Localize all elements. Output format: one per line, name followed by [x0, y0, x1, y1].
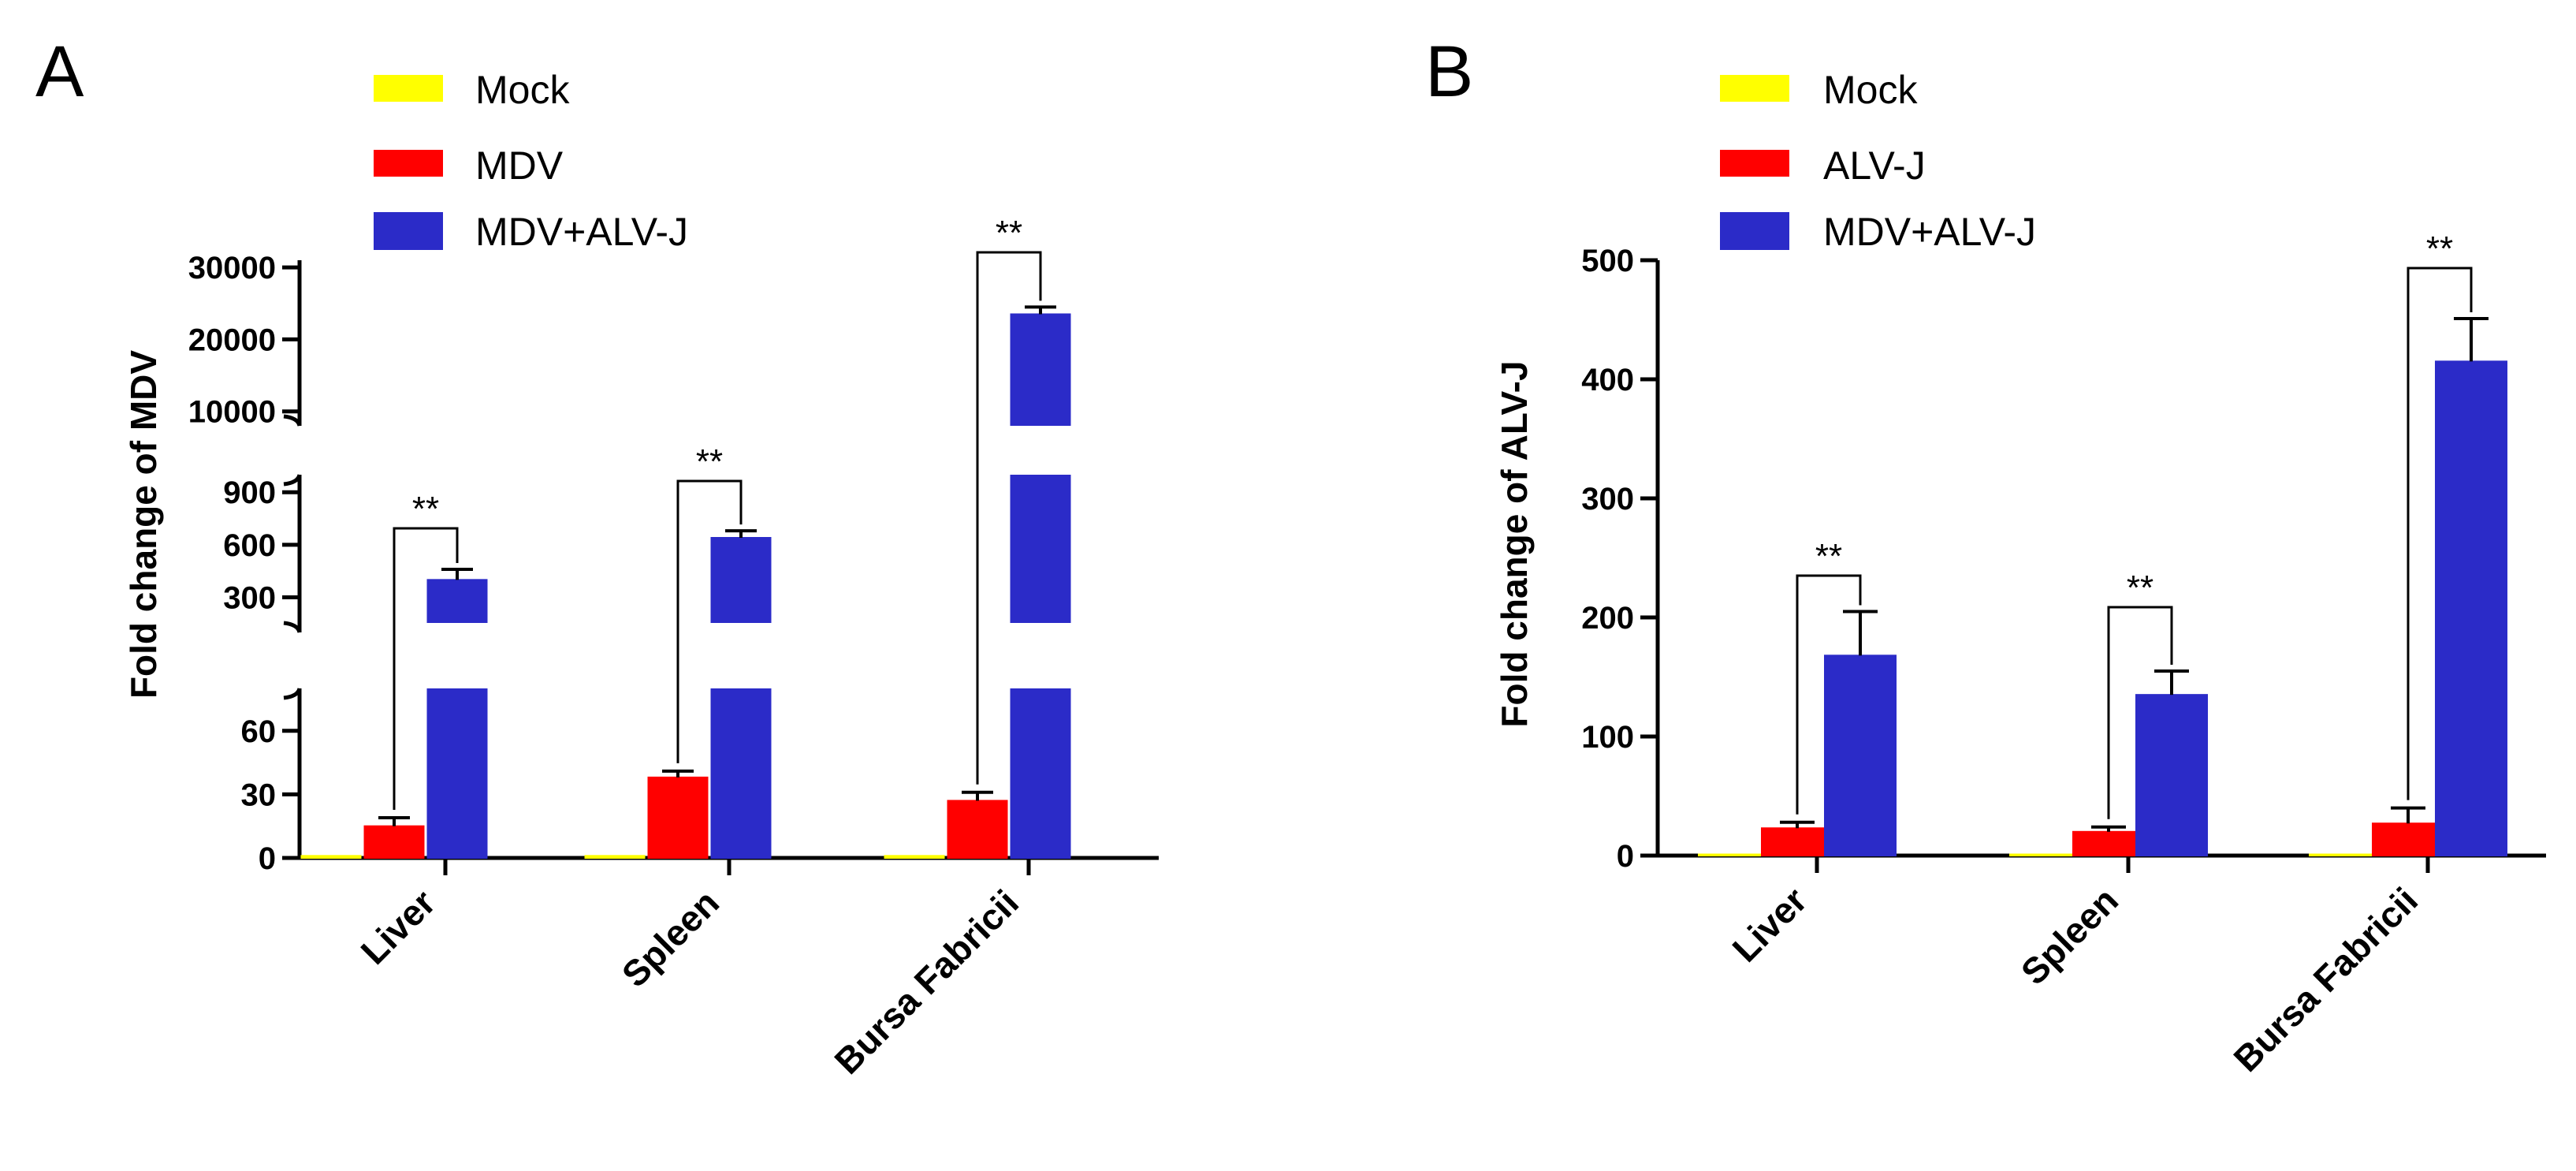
- panel-b-y-tick-label-0: 0: [1617, 839, 1634, 874]
- panel-a-y-tick-label-0: 0: [259, 841, 276, 876]
- panel-b-y-tick-label-400: 400: [1581, 363, 1634, 397]
- bar-a-break-mdv-alv-j-bursa-fabricii-1: [1008, 623, 1073, 688]
- panel-b-categories: Liver Spleen Bursa Fabricii: [1725, 879, 2426, 1080]
- bar-b-alv-j-spleen: [2072, 830, 2145, 857]
- panel-a-significance-bracket-bursa-fabricii: [976, 251, 1042, 785]
- bar-a-break-mdv-alv-j-spleen-1: [709, 623, 773, 688]
- bar-a-mdv-alv-j-spleen: [710, 537, 772, 859]
- panel-a-axis-break-mark-4: [283, 414, 302, 427]
- panel-b-significance: ** ** **: [1796, 229, 2473, 819]
- panel-a-y-tick-label-30: 30: [241, 778, 277, 812]
- legend-alvj-label-b: ALV-J: [1823, 144, 1926, 188]
- bar-a-mdv-liver: [363, 825, 425, 859]
- panel-b-significance-bracket-spleen: [2107, 606, 2173, 819]
- panel-a-category-label-spleen: Spleen: [614, 882, 727, 994]
- bar-a-mock-liver: [300, 855, 362, 859]
- panel-a-significance: ** ** **: [393, 214, 1042, 810]
- panel-b-significance-bracket-bursa-fabricii: [2407, 267, 2473, 800]
- legend-mdv-alvj-swatch-a: [374, 212, 443, 250]
- legend-mock-label-a: Mock: [475, 68, 570, 112]
- panel-a-significance-label-liver: **: [412, 490, 439, 528]
- bar-b-mock-bursa-fabricii: [2309, 853, 2381, 856]
- legend-mdv-swatch-a: [374, 150, 443, 177]
- panel-a-axis-break-mark-3: [283, 474, 302, 487]
- panel-a-bars: [300, 305, 1073, 859]
- panel-a-legend: Mock MDV MDV+ALV-J: [374, 68, 688, 254]
- panel-a-axes: 0 30 60 300 600 900 10000 20000 30000: [188, 251, 1159, 876]
- legend-mdv-alvj-label-a: MDV+ALV-J: [475, 210, 688, 254]
- panel-b-y-axis-label: Fold change of ALV-J: [1494, 360, 1535, 727]
- panel-a: A Mock MDV MDV+ALV-J Fold change of MDV …: [35, 32, 1159, 1082]
- panel-a-significance-bracket-liver: [393, 527, 459, 810]
- panel-b-category-label-liver: Liver: [1725, 879, 1815, 970]
- panel-b: B Mock ALV-J MDV+ALV-J Fold change of AL…: [1425, 32, 2546, 1080]
- panel-a-significance-label-spleen: **: [696, 442, 723, 481]
- panel-a-significance-label-bursa-fabricii: **: [996, 214, 1022, 252]
- panel-a-category-label-liver: Liver: [353, 882, 444, 972]
- panel-a-y-tick-label-900: 900: [223, 475, 276, 510]
- panel-b-letter: B: [1425, 32, 1473, 112]
- bar-a-break-mdv-alv-j-bursa-fabricii-2: [1008, 426, 1073, 475]
- panel-b-axes: 0 100 200 300 400 500: [1581, 244, 2546, 874]
- panel-b-category-label-spleen: Spleen: [2013, 879, 2126, 992]
- panel-a-y-tick-label-60: 60: [241, 714, 277, 749]
- panel-b-significance-label-bursa-fabricii: **: [2426, 229, 2453, 268]
- panel-a-categories: Liver Spleen Bursa Fabricii: [353, 882, 1027, 1082]
- panel-b-significance-bracket-liver: [1796, 574, 1862, 815]
- legend-mock-swatch-a: [374, 75, 443, 102]
- panel-a-significance-bracket-spleen: [676, 479, 743, 763]
- legend-mdv-alvj-swatch-b: [1720, 212, 1789, 250]
- bar-b-mdv-alv-j-bursa-fabricii: [2435, 360, 2507, 857]
- bar-a-mock-spleen: [584, 855, 646, 859]
- panel-b-significance-label-spleen: **: [2127, 569, 2153, 607]
- bar-b-mdv-alv-j-spleen: [2135, 694, 2208, 857]
- bar-a-mdv-bursa-fabricii: [947, 800, 1008, 859]
- bar-a-mdv-alv-j-bursa-fabricii: [1010, 313, 1071, 859]
- bar-b-mock-spleen: [2009, 853, 2082, 856]
- panel-b-category-label-bursa-fabricii: Bursa Fabricii: [2225, 879, 2425, 1080]
- panel-a-y-tick-label-30000: 30000: [188, 251, 276, 285]
- legend-alvj-swatch-b: [1720, 150, 1789, 177]
- bar-a-mdv-alv-j-liver: [426, 579, 488, 859]
- panel-b-legend: Mock ALV-J MDV+ALV-J: [1720, 68, 2036, 254]
- legend-mock-swatch-b: [1720, 75, 1789, 102]
- panel-b-significance-label-liver: **: [1815, 537, 1842, 576]
- legend-mdv-label-a: MDV: [475, 144, 564, 188]
- panel-b-y-tick-label-100: 100: [1581, 720, 1634, 755]
- bar-a-mdv-spleen: [647, 776, 709, 859]
- legend-mock-label-b: Mock: [1823, 68, 1918, 112]
- legend-mdv-alvj-label-b: MDV+ALV-J: [1823, 210, 2036, 254]
- bar-b-mdv-alv-j-liver: [1824, 654, 1897, 856]
- panel-a-axis-break-mark-2: [283, 621, 302, 633]
- panel-a-y-axis-label: Fold change of MDV: [123, 350, 164, 699]
- panel-b-bars: [1698, 316, 2507, 857]
- bar-b-alv-j-liver: [1761, 827, 1833, 857]
- bar-b-alv-j-bursa-fabricii: [2372, 822, 2444, 856]
- panel-b-y-tick-label-300: 300: [1581, 482, 1634, 517]
- panel-a-y-tick-label-600: 600: [223, 528, 276, 563]
- panel-a-axis-break-mark-1: [283, 688, 302, 700]
- panel-a-y-tick-label-10000: 10000: [188, 395, 276, 430]
- panel-a-letter: A: [35, 32, 84, 112]
- bar-b-mock-liver: [1698, 853, 1770, 856]
- panel-a-category-label-bursa-fabricii: Bursa Fabricii: [826, 882, 1026, 1082]
- panel-a-y-tick-label-20000: 20000: [188, 323, 276, 357]
- bar-a-mock-bursa-fabricii: [884, 855, 945, 859]
- panel-a-y-tick-label-300: 300: [223, 581, 276, 616]
- panel-b-y-tick-label-500: 500: [1581, 244, 1634, 278]
- bar-a-break-mdv-alv-j-liver-1: [425, 623, 490, 688]
- panel-b-y-tick-label-200: 200: [1581, 601, 1634, 636]
